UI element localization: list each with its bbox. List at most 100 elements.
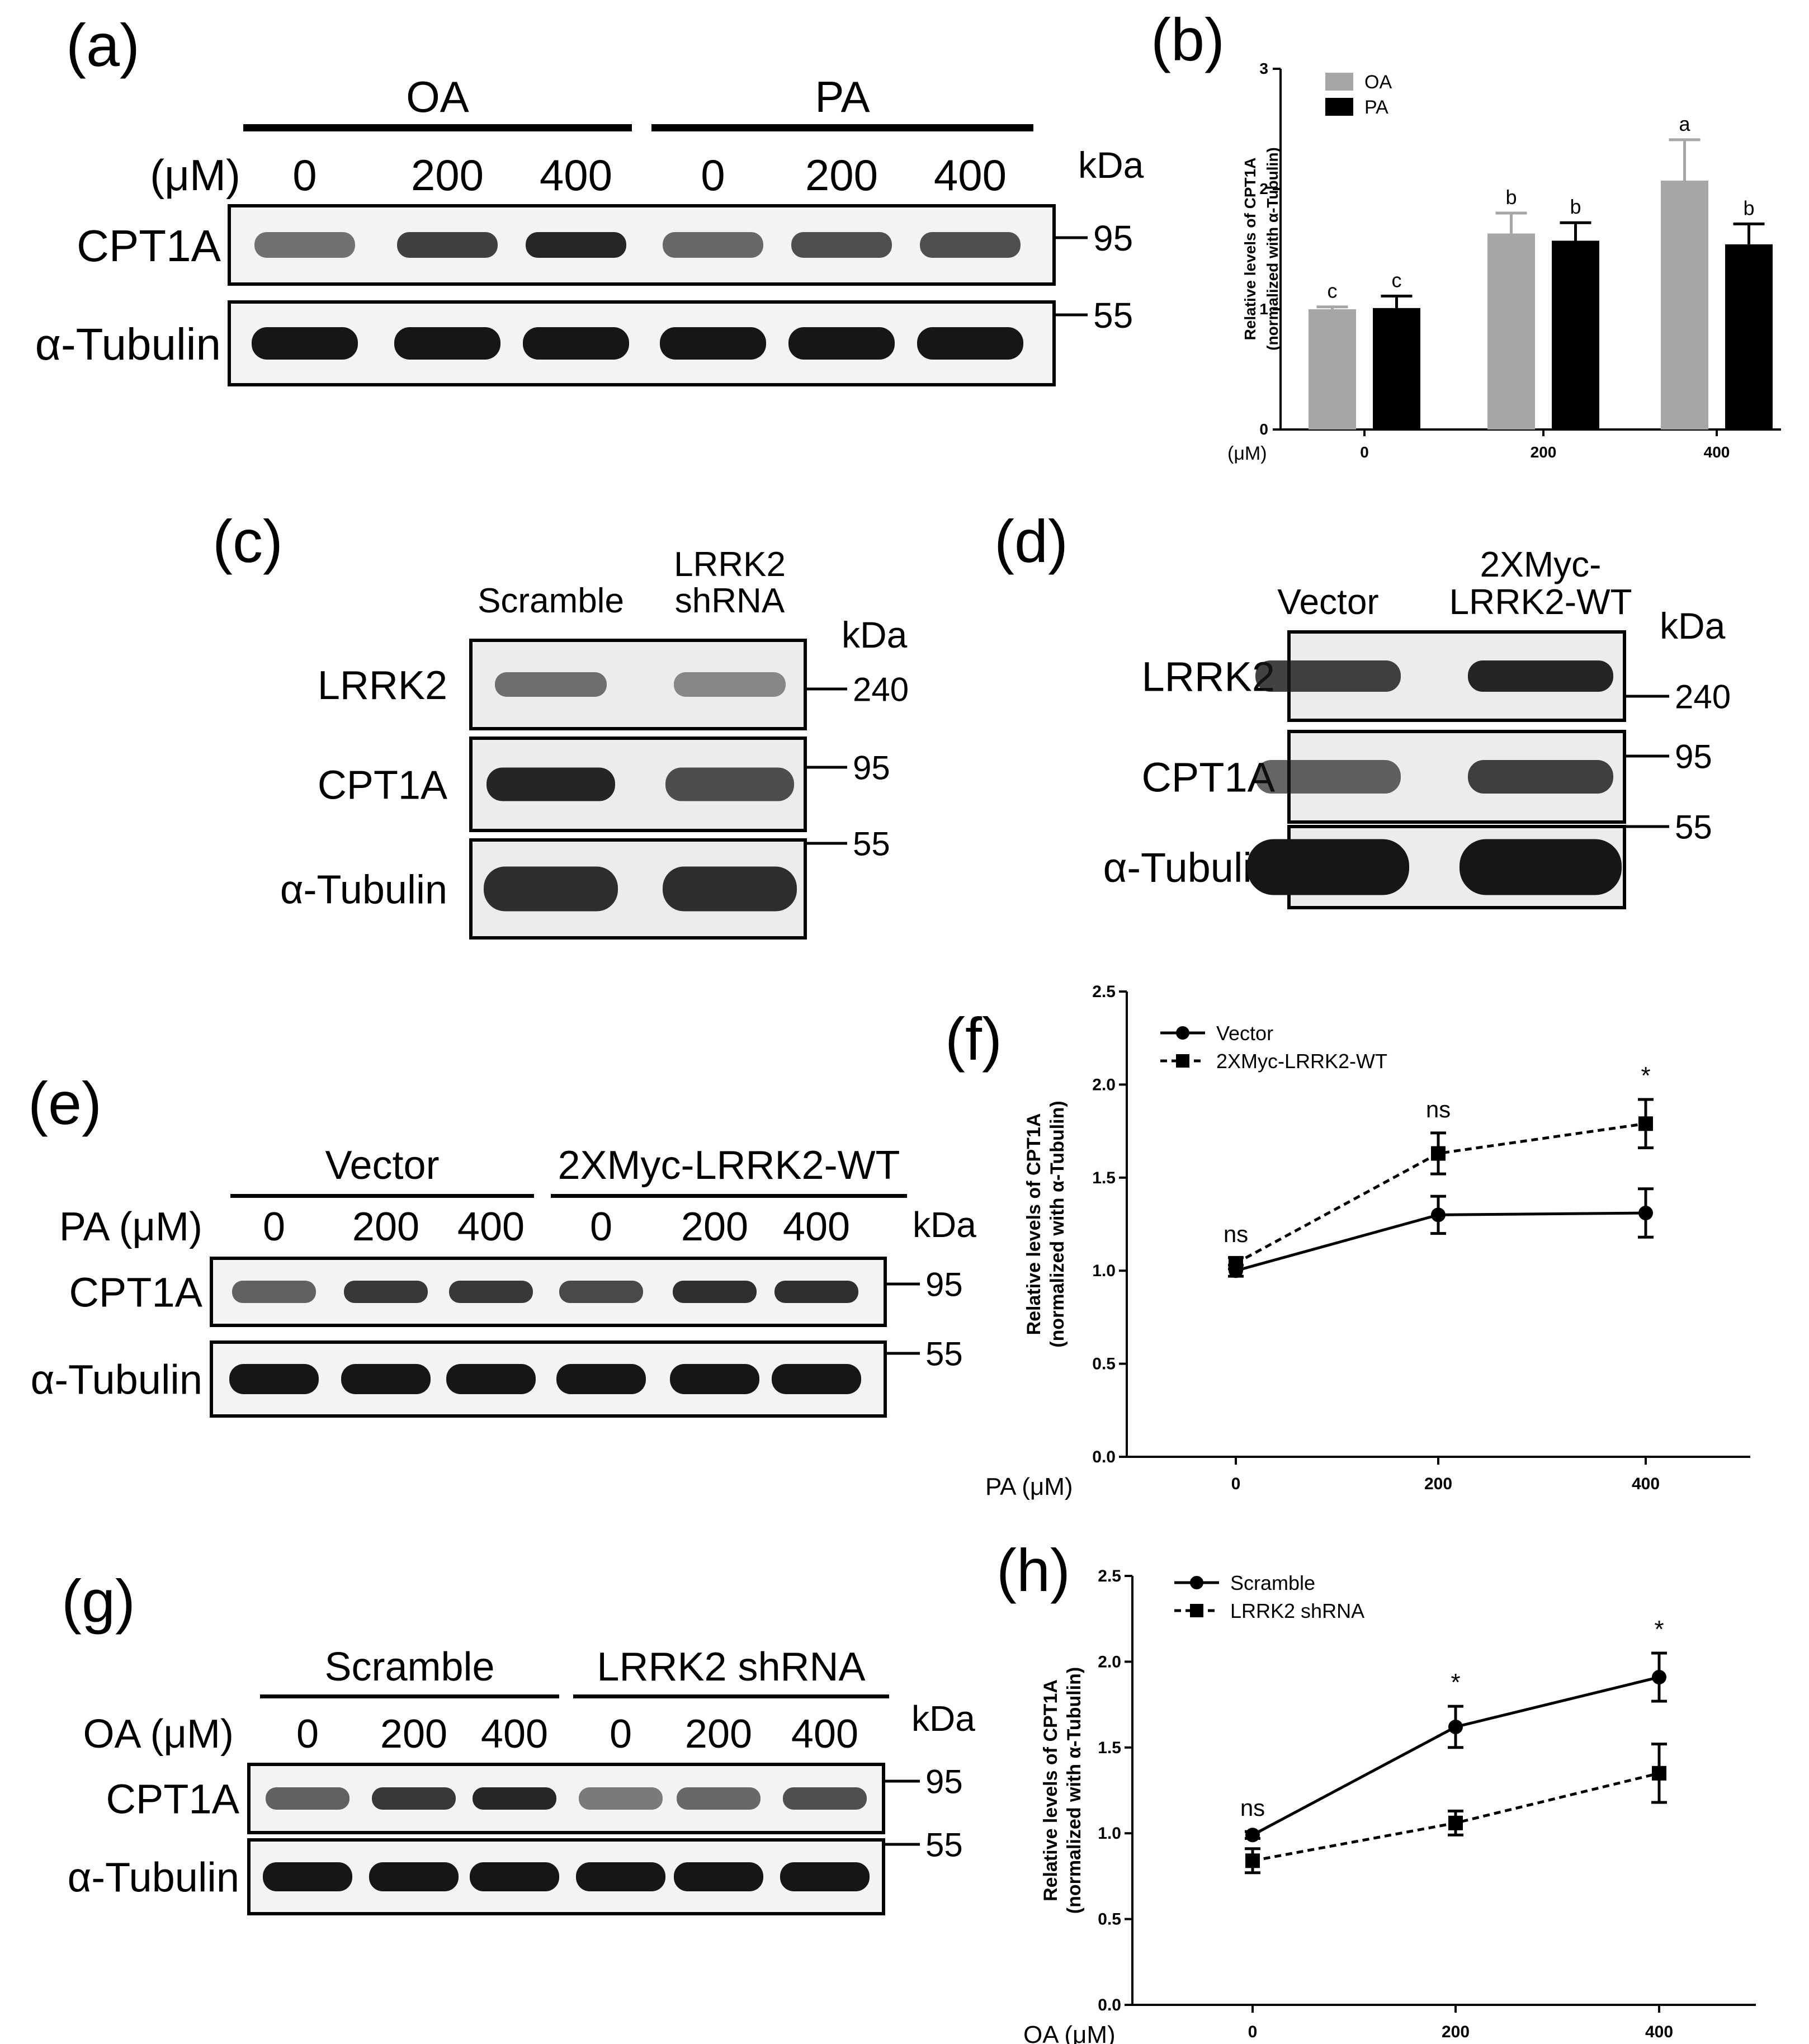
band-r2-l3 <box>470 1862 559 1891</box>
y-tick-label-5: 2.0 <box>1092 1075 1116 1094</box>
legend-marker-Vector <box>1176 1026 1189 1040</box>
legend-label-LRRK2 shRNA: LRRK2 shRNA <box>1230 1599 1364 1622</box>
lane-label-1: Scramble <box>478 582 624 620</box>
marker-label-2: 55 <box>1093 295 1133 336</box>
band-r1-l3 <box>526 232 626 258</box>
point-LRRK2 shRNA-200 <box>1448 1815 1463 1830</box>
blot-panel-g: Scramble LRRK2 shRNA OA (μM) 0 200 400 0 200 400… <box>68 1645 975 1915</box>
sig-letter-PA-0: c <box>1392 268 1402 291</box>
marker-label-2: 55 <box>925 1335 963 1373</box>
sig-letter-OA-200: b <box>1505 186 1517 209</box>
bar-OA-400 <box>1661 180 1708 429</box>
blot-box-2 <box>228 300 1056 386</box>
band-r1-l3 <box>473 1787 556 1810</box>
band-r1-l2 <box>397 232 498 258</box>
y-tick-label-6: 2.5 <box>1092 983 1116 1001</box>
x-tick-label-2: 200 <box>1442 2023 1470 2041</box>
y-tick-label-3: 2 <box>1259 180 1268 197</box>
row-label-2: α-Tubulin <box>68 1854 239 1901</box>
marker-label-1: 95 <box>1093 218 1133 258</box>
point-Scramble-0 <box>1245 1828 1260 1843</box>
point-Scramble-400 <box>1652 1670 1666 1685</box>
x-tick-label-3: 400 <box>1704 443 1730 461</box>
band-r1-l1 <box>495 672 607 697</box>
row-label-3: α-Tubulin <box>280 867 447 912</box>
point-2XMyc-LRRK2-WT-400 <box>1638 1116 1653 1131</box>
band-r2-l4 <box>576 1862 665 1891</box>
y-tick-label-5: 2.0 <box>1098 1653 1121 1671</box>
sig-letter-OA-0: c <box>1328 280 1338 303</box>
legend-marker-2XMyc-LRRK2-WT <box>1176 1054 1189 1068</box>
row-label-3: α-Tubulin <box>1103 844 1275 891</box>
group-bar-1 <box>243 124 632 131</box>
y-tick-label-2: 0.5 <box>1098 1910 1121 1929</box>
bar-PA-400 <box>1725 244 1773 429</box>
band-r1-l6 <box>774 1281 858 1303</box>
y-tick-label-4: 1.5 <box>1098 1739 1121 1757</box>
band-r2-l2 <box>341 1364 431 1394</box>
band-r2-l5 <box>674 1862 763 1891</box>
y-axis-label-line2: (normalized with α-Tubulin) <box>1064 1667 1085 1914</box>
group-bar-2 <box>573 1694 889 1698</box>
row-label-2: CPT1A <box>318 763 447 808</box>
band-r2-l2 <box>1468 760 1613 794</box>
dose-label-5: 200 <box>681 1205 748 1249</box>
row-label-2: α-Tubulin <box>31 1357 202 1403</box>
x-axis-label: PA (μM) <box>985 1473 1073 1500</box>
group-label-2: PA <box>815 72 870 121</box>
dose-label-2: 200 <box>380 1712 447 1757</box>
marker-label-2: 95 <box>853 749 890 787</box>
band-r1-l4 <box>663 232 763 258</box>
dose-label-3: 400 <box>481 1712 548 1757</box>
band-r2-l3 <box>523 327 629 360</box>
y-tick-label-1: 0.0 <box>1098 1996 1121 2014</box>
y-tick-label-2: 0.5 <box>1092 1355 1116 1373</box>
kda-label: kDa <box>1660 605 1726 646</box>
y-tick-label-2: 1 <box>1259 300 1268 318</box>
point-Vector-400 <box>1638 1206 1653 1221</box>
legend-label-OA: OA <box>1364 72 1392 93</box>
blot-box-2 <box>247 1838 885 1915</box>
dose-label-6: 400 <box>783 1205 850 1249</box>
band-r1-l2 <box>372 1787 456 1810</box>
y-tick-label-6: 2.5 <box>1098 1567 1121 1585</box>
bar-PA-0 <box>1373 308 1420 429</box>
sig-annotation-0: ns <box>1224 1221 1248 1247</box>
band-r1-l5 <box>791 232 892 258</box>
marker-label-1: 240 <box>1675 678 1731 716</box>
band-r1-l1 <box>232 1281 316 1303</box>
row-label-2: CPT1A <box>1141 754 1275 801</box>
marker-label-3: 55 <box>853 825 890 863</box>
kda-label: kDa <box>842 614 908 655</box>
band-r2-l4 <box>556 1364 646 1394</box>
band-r1-l3 <box>449 1281 533 1303</box>
dose-label-1: 0 <box>296 1712 319 1757</box>
band-r2-l1 <box>229 1364 319 1394</box>
band-r2-l4 <box>660 327 766 360</box>
band-r1-l4 <box>579 1787 663 1810</box>
band-r1-l6 <box>783 1787 867 1810</box>
group-bar-2 <box>651 124 1033 131</box>
legend-marker-Scramble <box>1190 1576 1203 1589</box>
x-tick-label-1: 0 <box>1231 1475 1241 1493</box>
dose-unit-label: OA (μM) <box>83 1712 234 1757</box>
panel-label-e: (e) <box>28 1069 102 1137</box>
band-r2-l2 <box>394 327 500 360</box>
sig-annotation-200: * <box>1451 1669 1460 1696</box>
x-tick-label-3: 400 <box>1632 1475 1660 1493</box>
sig-annotation-0: ns <box>1240 1795 1265 1821</box>
blot-box-1 <box>247 1763 885 1834</box>
group-bar-1 <box>260 1694 559 1698</box>
dose-label-6: 400 <box>791 1712 858 1757</box>
dose-label-4: 0 <box>701 150 725 200</box>
panel-label-h: (h) <box>996 1536 1070 1604</box>
marker-label-2: 95 <box>1675 738 1712 776</box>
group-label-1: Scramble <box>324 1645 494 1689</box>
y-axis-label-line2: (normalized with α-Tubulin) <box>1264 147 1281 351</box>
dose-label-6: 400 <box>934 150 1007 200</box>
sig-letter-OA-400: a <box>1679 112 1690 135</box>
blot-box-1 <box>228 204 1056 286</box>
dose-label-1: 0 <box>292 150 317 200</box>
marker-label-3: 55 <box>1675 809 1712 846</box>
dose-label-4: 0 <box>590 1205 612 1249</box>
